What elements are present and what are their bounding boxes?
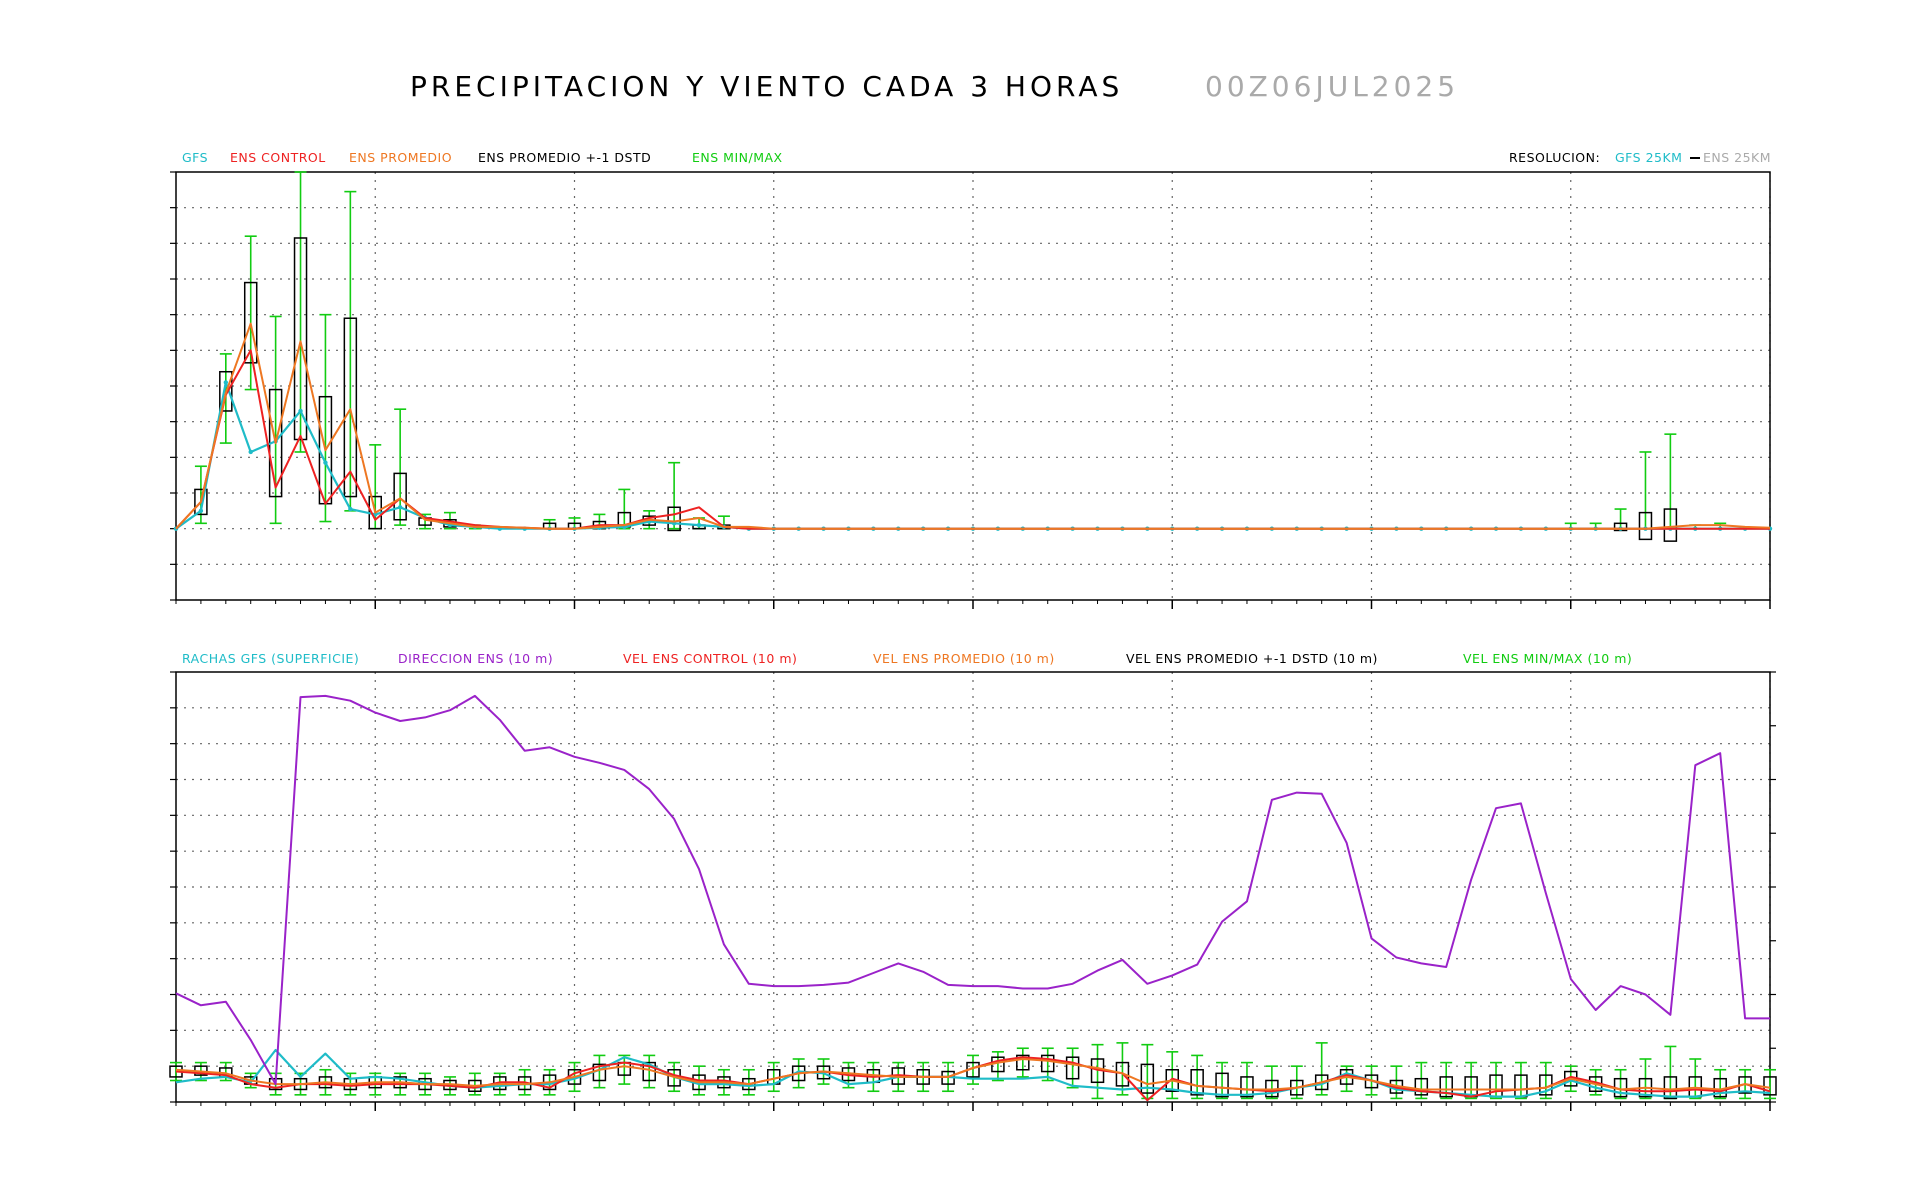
gfs-point <box>248 449 253 455</box>
dstd-box <box>1140 1063 1155 1094</box>
series-line-2 <box>175 322 1771 530</box>
legend-ens-resolution: ENS 25KM <box>1703 150 1771 165</box>
dstd-box <box>194 488 208 516</box>
wind-legend: RACHAS GFS (SUPERFICIE) DIRECCION ENS (1… <box>182 651 1632 666</box>
legend-vel-promedio: VEL ENS PROMEDIO (10 m) <box>873 651 1055 666</box>
grid <box>176 672 1771 1102</box>
dstd-box <box>343 317 358 498</box>
series-layer <box>173 171 1773 542</box>
figure-header: PRECIPITACION Y VIENTO CADA 3 HORAS 00Z0… <box>410 70 1459 103</box>
legend-ens-promedio: ENS PROMEDIO <box>349 150 452 165</box>
legend-gfs-resolution: GFS 25KM <box>1615 150 1682 165</box>
gfs-point <box>348 506 353 512</box>
dstd-box <box>1663 1076 1678 1100</box>
legend-ens-control: ENS CONTROL <box>230 150 326 165</box>
gfs-point <box>298 408 303 414</box>
gfs-point <box>323 460 328 465</box>
dstd-box <box>1663 508 1678 542</box>
precipitation-panel <box>170 171 1773 609</box>
legend-gfs: GFS <box>182 150 208 165</box>
legend-ens-dstd: ENS PROMEDIO +-1 DSTD <box>478 150 651 165</box>
dstd-box <box>1215 1072 1229 1098</box>
legend-ens-minmax: ENS MIN/MAX <box>692 150 783 165</box>
run-date-label: 00Z06JUL2025 <box>1205 70 1459 103</box>
dstd-box <box>1065 1056 1080 1080</box>
legend-vel-control: VEL ENS CONTROL (10 m) <box>623 651 797 666</box>
dstd-box <box>1240 1076 1254 1098</box>
dstd-box <box>667 506 681 532</box>
series-line-3 <box>175 694 1770 1086</box>
dstd-box <box>393 472 407 521</box>
gfs-point <box>696 522 702 528</box>
precipitation-legend: GFS ENS CONTROL ENS PROMEDIO ENS PROMEDI… <box>182 150 1771 165</box>
wind-panel <box>169 671 1777 1111</box>
dstd-box <box>243 281 258 364</box>
grid <box>176 172 1771 600</box>
legend-rachas-gfs: RACHAS GFS (SUPERFICIE) <box>182 651 359 666</box>
series-layer <box>169 694 1777 1102</box>
gfs-point <box>223 380 229 385</box>
dstd-box <box>293 237 308 441</box>
gfs-point <box>198 508 204 514</box>
dstd-box <box>1016 1054 1030 1071</box>
dstd-box <box>1040 1054 1055 1073</box>
gfs-point <box>397 505 403 510</box>
legend-direccion-ens: DIRECCION ENS (10 m) <box>398 651 553 666</box>
dstd-box <box>219 370 233 412</box>
dstd-box <box>1638 511 1653 541</box>
dstd-box <box>1190 1069 1204 1096</box>
series-line-2 <box>175 1058 1771 1091</box>
dstd-box <box>1439 1076 1453 1098</box>
legend-vel-dstd: VEL ENS PROMEDIO +-1 DSTD (10 m) <box>1126 651 1378 666</box>
legend-resolucion: RESOLUCION: <box>1509 150 1600 165</box>
dstd-box <box>1414 1077 1429 1096</box>
legend-vel-minmax: VEL ENS MIN/MAX (10 m) <box>1463 651 1632 666</box>
dstd-box <box>1115 1061 1130 1087</box>
figure-title: PRECIPITACION Y VIENTO CADA 3 HORAS <box>410 70 1123 103</box>
